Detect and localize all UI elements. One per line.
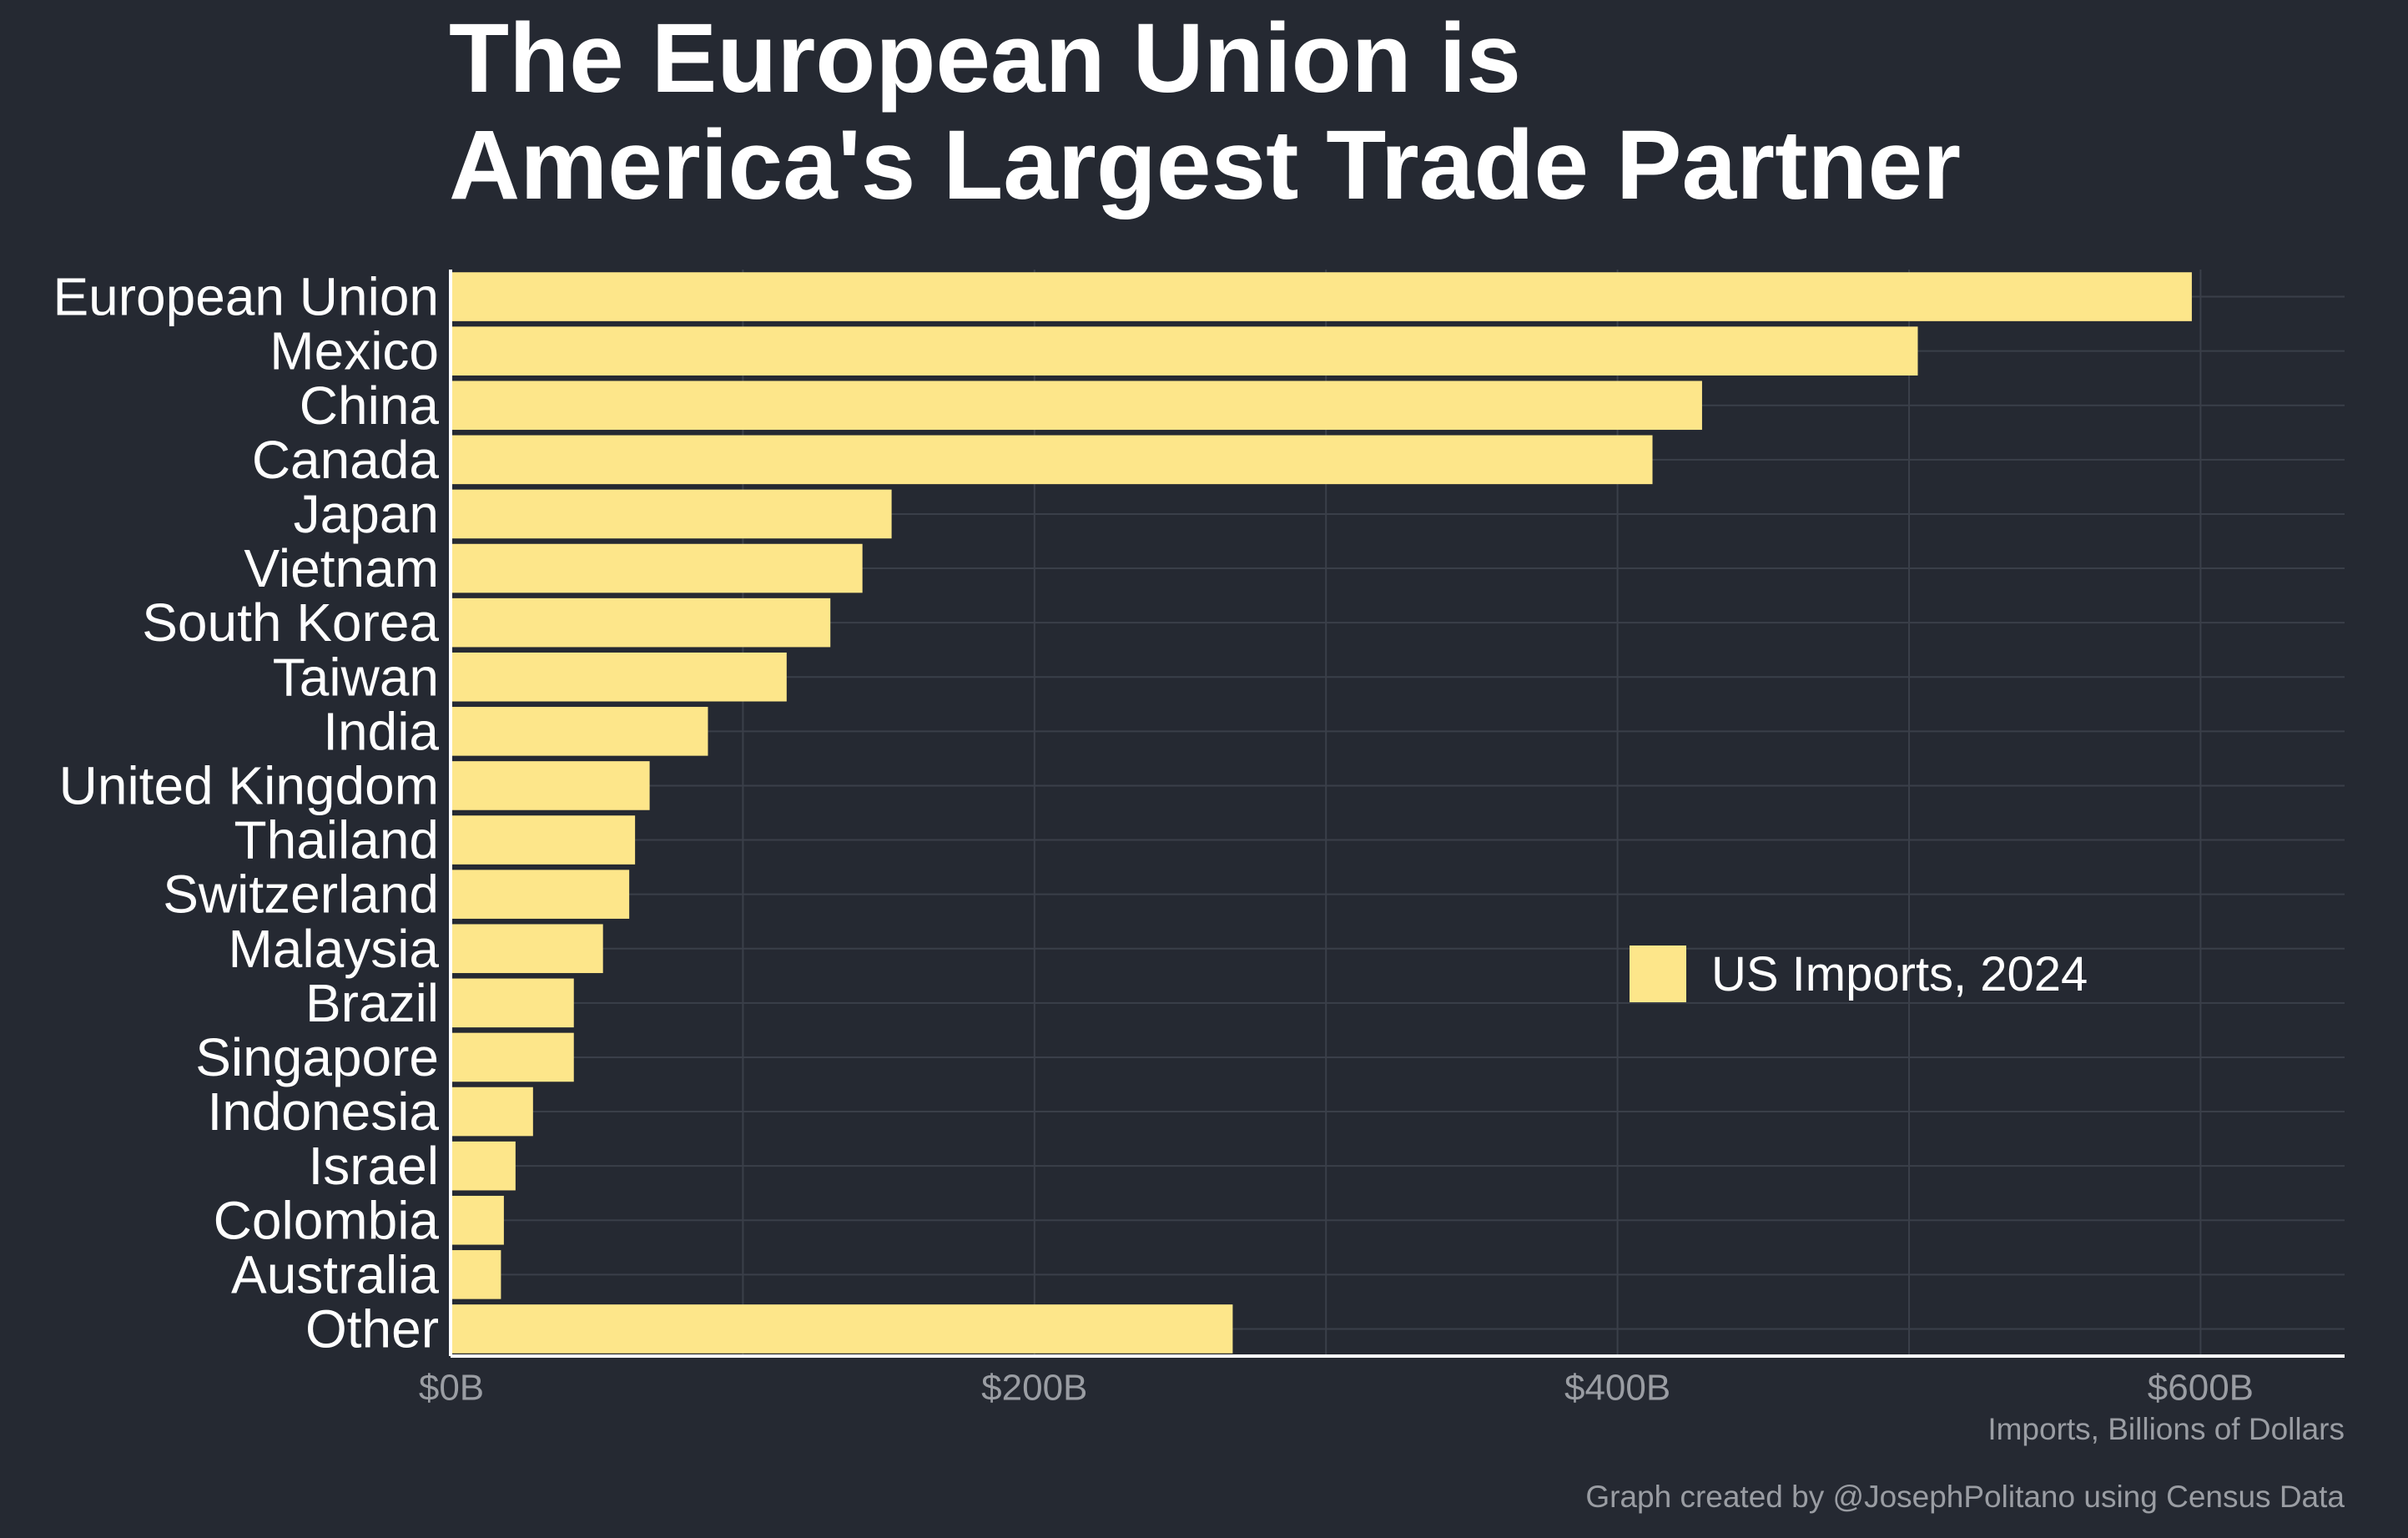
category-label: Vietnam <box>244 538 439 598</box>
legend-swatch <box>1630 945 1686 1002</box>
category-label: Japan <box>294 484 439 544</box>
category-label: Canada <box>252 430 440 490</box>
category-label: United Kingdom <box>59 755 439 815</box>
bar-indonesia <box>451 1087 533 1137</box>
bar-india <box>451 707 708 756</box>
category-label: Australia <box>231 1244 439 1304</box>
category-label: Taiwan <box>273 647 439 707</box>
category-labels: European UnionMexicoChinaCanadaJapanViet… <box>53 267 439 1359</box>
axes <box>449 270 2345 1358</box>
category-label: Switzerland <box>163 865 439 925</box>
bar-taiwan <box>451 652 787 702</box>
bar-switzerland <box>451 870 630 919</box>
bar-australia <box>451 1250 501 1299</box>
bar-colombia <box>451 1195 504 1245</box>
category-label: South Korea <box>142 593 439 653</box>
legend-label: US Imports, 2024 <box>1711 946 2088 1001</box>
bar-vietnam <box>451 543 863 593</box>
category-label: India <box>323 701 439 761</box>
bars <box>451 272 2192 1354</box>
source-credit: Graph created by @JosephPolitano using C… <box>1585 1480 2345 1514</box>
category-label: Mexico <box>270 321 439 381</box>
x-tick-label: $0B <box>419 1368 484 1409</box>
x-tick-label: $400B <box>1564 1368 1670 1409</box>
category-label: Singapore <box>195 1027 439 1087</box>
grid-lines <box>451 270 2345 1356</box>
bar-other <box>451 1304 1233 1354</box>
bar-european-union <box>451 272 2192 321</box>
bar-japan <box>451 489 892 539</box>
x-axis-label: Imports, Billions of Dollars <box>1987 1412 2345 1446</box>
category-label: Brazil <box>305 973 439 1033</box>
category-label: European Union <box>53 267 439 327</box>
bar-canada <box>451 435 1653 485</box>
chart-title-line-1: The European Union is <box>449 3 1521 113</box>
category-label: Colombia <box>214 1190 440 1250</box>
bar-israel <box>451 1141 516 1191</box>
bar-malaysia <box>451 924 603 974</box>
category-label: Indonesia <box>207 1082 439 1142</box>
bar-brazil <box>451 978 574 1028</box>
category-label: Malaysia <box>228 919 439 979</box>
category-label: Thailand <box>234 810 440 870</box>
bar-thailand <box>451 815 636 865</box>
bar-south-korea <box>451 598 831 648</box>
bar-china <box>451 381 1702 431</box>
category-label: Israel <box>309 1136 440 1196</box>
category-label: Other <box>305 1298 439 1359</box>
x-tick-labels: $0B $200B $400B $600B <box>419 1368 2254 1409</box>
category-label: China <box>300 376 440 436</box>
x-tick-label: $200B <box>981 1368 1087 1409</box>
bar-singapore <box>451 1032 574 1082</box>
chart-title-line-2: America's Largest Trade Partner <box>449 110 1962 220</box>
bar-mexico <box>451 326 1918 376</box>
chart-title: The European Union is America's Largest … <box>449 5 1961 219</box>
legend: US Imports, 2024 <box>1630 945 2088 1002</box>
x-tick-label: $600B <box>2148 1368 2254 1409</box>
bar-united-kingdom <box>451 761 650 810</box>
